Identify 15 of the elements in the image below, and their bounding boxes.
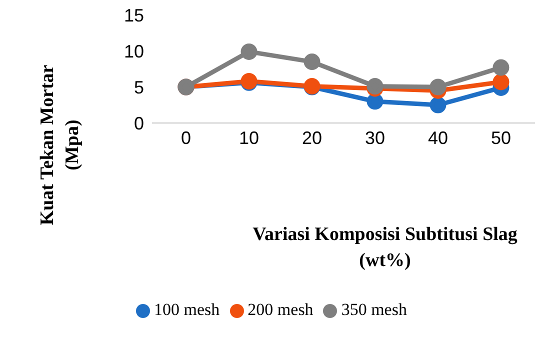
x-tick-label: 50 (490, 128, 512, 148)
legend-label: 100 mesh (154, 300, 220, 319)
y-tick-label: 5 (134, 77, 144, 98)
legend-label: 200 mesh (248, 300, 314, 319)
legend-label: 350 mesh (341, 300, 407, 319)
y-tick-label: 15 (124, 5, 144, 26)
y-tick-label: 10 (124, 41, 144, 62)
x-tick-label: 40 (428, 128, 448, 148)
x-axis-title: Variasi Komposisi Subtitusi Slag (wt%) (252, 223, 518, 273)
x-tick-label: 0 (180, 128, 192, 148)
y-axis-title: Kuat Tekan Mortar (Mpa) (36, 64, 84, 228)
y-tick-label: 0 (134, 113, 144, 134)
x-tick-label: 30 (364, 128, 386, 148)
x-tick-label: 20 (302, 128, 322, 148)
x-tick-label: 10 (238, 128, 260, 148)
